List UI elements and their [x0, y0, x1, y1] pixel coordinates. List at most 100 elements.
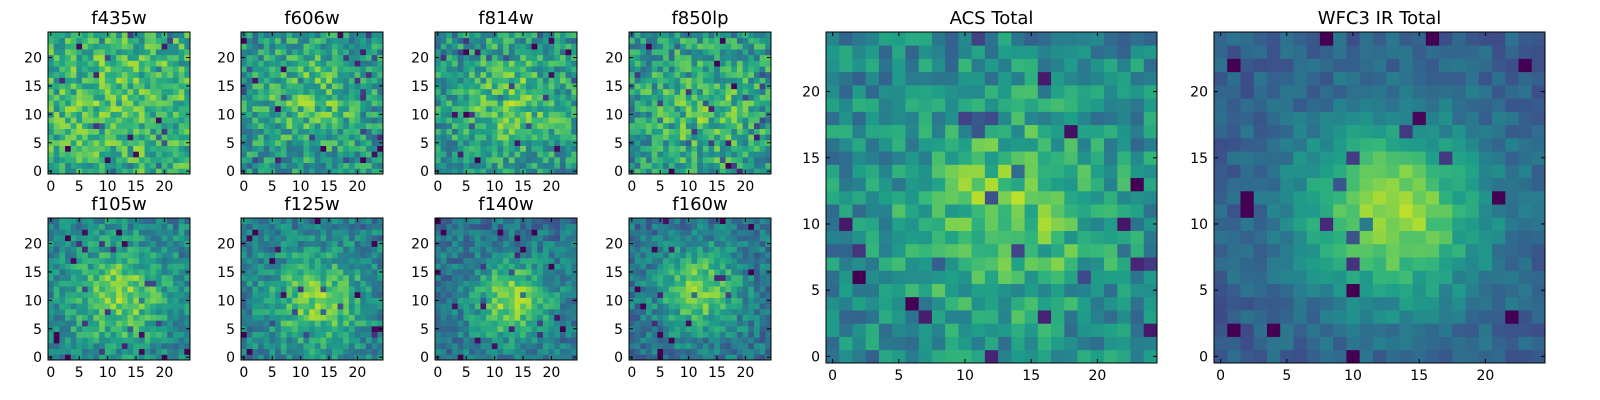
heatmap-cell [76, 320, 83, 327]
heatmap-cell [314, 308, 321, 315]
heatmap-cell [314, 218, 321, 225]
heatmap-cell [377, 100, 384, 107]
heatmap-cell [167, 71, 174, 78]
heatmap-cell [286, 246, 293, 253]
heatmap-cell [491, 229, 498, 236]
heatmap-cell [280, 122, 287, 129]
heatmap-cell [104, 156, 111, 164]
heatmap-cell [155, 354, 162, 361]
heatmap-cell [525, 83, 532, 90]
heatmap-cell [161, 337, 168, 344]
heatmap-cell [542, 162, 549, 169]
heatmap-cell [474, 111, 481, 118]
heatmap-cell [548, 156, 555, 164]
heatmap-cell [759, 139, 766, 146]
heatmap-cell [435, 348, 442, 355]
heatmap-cell [252, 54, 259, 61]
heatmap-cell [258, 331, 265, 338]
heatmap-cell [486, 286, 493, 293]
heatmap-cell [377, 162, 384, 169]
heatmap-cell [486, 100, 493, 107]
heatmap-cell [99, 337, 106, 344]
heatmap-cell [508, 162, 515, 169]
heatmap-cell [463, 331, 470, 338]
heatmap-cell [303, 342, 310, 350]
heatmap-cell [314, 240, 321, 247]
heatmap-cell [93, 246, 100, 253]
heatmap-cell [348, 66, 355, 73]
heatmap-cell [184, 303, 191, 310]
heatmap-cell [258, 83, 265, 90]
heatmap-cell [542, 257, 549, 264]
heatmap-cell [155, 32, 162, 39]
heatmap-cell [520, 263, 527, 270]
heatmap-cell [663, 54, 670, 61]
heatmap-cell [65, 151, 72, 158]
heatmap-cell [674, 54, 681, 61]
heatmap-cell [371, 100, 378, 107]
heatmap-cell [697, 297, 704, 304]
heatmap-cell [457, 71, 464, 78]
heatmap-cell [133, 111, 140, 118]
heatmap-cell [348, 134, 355, 141]
heatmap-cell [65, 269, 72, 276]
heatmap-cell [640, 71, 647, 78]
heatmap-cell [53, 303, 60, 310]
heatmap-cell [121, 122, 128, 129]
heatmap-cell [70, 151, 77, 158]
heatmap-cell [59, 257, 66, 264]
heatmap-cell [697, 94, 704, 101]
heatmap-cell [657, 286, 664, 293]
heatmap-cell [258, 54, 265, 61]
heatmap-cell [286, 88, 293, 95]
heatmap-cell [571, 128, 578, 135]
heatmap-cell [365, 314, 373, 321]
heatmap-cell [104, 229, 111, 236]
heatmap-cell [542, 122, 549, 129]
heatmap-cell [127, 274, 134, 281]
heatmap-cell [474, 342, 481, 350]
heatmap-cell [87, 308, 94, 315]
heatmap-cell [99, 32, 106, 39]
heatmap-cell [127, 308, 134, 315]
heatmap-cell [365, 156, 373, 164]
heatmap-cell [121, 128, 128, 135]
heatmap-cell [508, 342, 515, 350]
y-tick-label: 20 [217, 237, 235, 253]
heatmap-cell [685, 286, 692, 293]
heatmap-cell [161, 145, 168, 152]
heatmap-cell [326, 223, 333, 230]
heatmap-cell [184, 263, 191, 270]
heatmap-cell [571, 337, 578, 344]
heatmap-cell [110, 117, 117, 124]
heatmap-cell [668, 94, 675, 101]
heatmap-cell [286, 308, 293, 315]
heatmap-cell [486, 337, 493, 344]
heatmap-cell [514, 94, 521, 101]
heatmap-cell [503, 269, 510, 276]
heatmap-cell [314, 162, 321, 169]
heatmap-cell [640, 151, 647, 158]
heatmap-cell [371, 162, 378, 169]
heatmap-cell [542, 100, 549, 107]
heatmap-cell [331, 156, 338, 164]
heatmap-cell [765, 308, 772, 315]
y-tick-label: 15 [24, 79, 42, 95]
heatmap-cell [497, 246, 504, 253]
heatmap-cell [691, 162, 698, 169]
heatmap-cell [657, 105, 664, 112]
heatmap-cell [331, 354, 338, 361]
heatmap-cell [275, 128, 282, 135]
heatmap-cell [668, 145, 675, 152]
heatmap-cell [765, 49, 772, 56]
heatmap-cell [446, 291, 453, 298]
heatmap-cell [765, 337, 772, 344]
heatmap-cell [474, 77, 481, 84]
heatmap-cell [629, 117, 636, 124]
heatmap-cell [457, 43, 464, 50]
heatmap-cell [525, 111, 532, 118]
heatmap-cell [663, 151, 670, 158]
heatmap-cell [178, 134, 185, 141]
heatmap-cell [155, 297, 162, 304]
heatmap-cell [497, 49, 504, 56]
